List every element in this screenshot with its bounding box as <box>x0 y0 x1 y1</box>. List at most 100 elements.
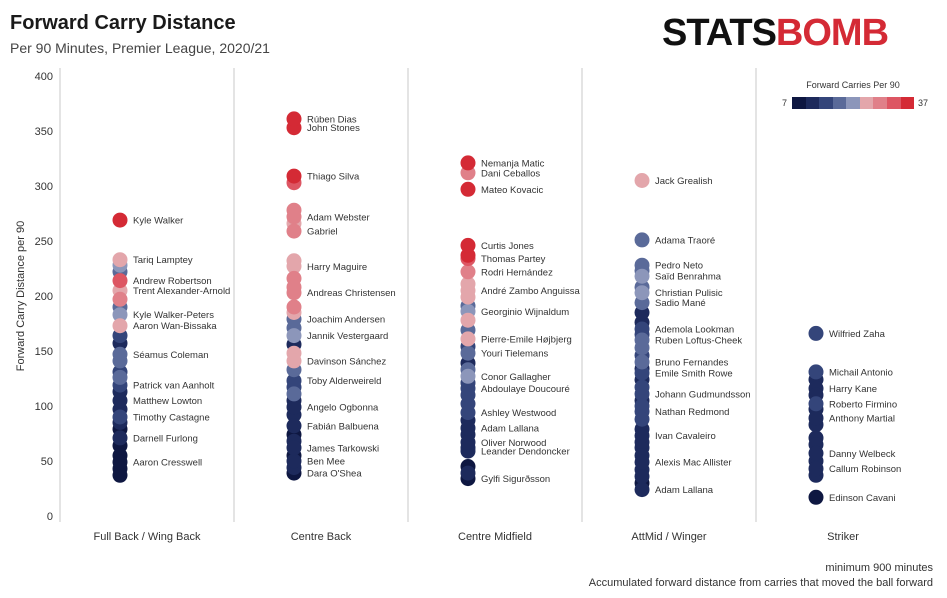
legend-swatch <box>873 97 887 109</box>
player-point <box>634 354 650 370</box>
legend-swatch <box>832 97 847 109</box>
player-label: Christian Pulisic <box>655 288 723 299</box>
player-label: Andrew Robertson <box>133 276 212 287</box>
player-point <box>286 223 302 239</box>
player-point <box>634 257 650 273</box>
player-label: James Tarkowski <box>307 443 379 454</box>
player-point <box>112 369 128 385</box>
player-label: Kyle Walker <box>133 216 183 227</box>
x-category-label: Full Back / Wing Back <box>94 531 201 543</box>
player-label: Gylfi Sigurðsson <box>481 474 550 485</box>
y-tick-label: 300 <box>35 181 53 193</box>
player-point <box>286 258 302 274</box>
player-label: Harry Maguire <box>307 262 367 273</box>
logo-text-stats: STATS <box>662 12 777 54</box>
x-category-label: Centre Midfield <box>458 531 532 543</box>
player-point <box>460 368 476 384</box>
player-point <box>112 467 128 483</box>
player-point <box>460 420 476 436</box>
player-point <box>112 273 128 289</box>
player-label: Gabriel <box>307 227 338 238</box>
player-point <box>808 461 824 477</box>
footnote-definition: Accumulated forward distance from carrie… <box>588 577 933 589</box>
player-label: Adam Lallana <box>481 424 540 435</box>
y-tick-label: 250 <box>35 236 53 248</box>
player-label: Dani Ceballos <box>481 168 540 179</box>
statsbomb-logo: STATSBOMB <box>662 12 934 56</box>
player-label: Saïd Benrahma <box>655 272 722 283</box>
player-label: Jack Grealish <box>655 176 713 187</box>
player-label: Curtis Jones <box>481 241 534 252</box>
player-label: Oliver Norwood <box>481 438 546 449</box>
player-label: Tariq Lamptey <box>133 255 193 266</box>
x-category-label: Centre Back <box>291 531 352 543</box>
player-point <box>112 430 128 446</box>
player-point <box>286 440 302 456</box>
x-category-label: AttMid / Winger <box>631 531 707 543</box>
player-point <box>286 373 302 389</box>
legend-swatch <box>805 97 820 109</box>
footnote-minimum-minutes: minimum 900 minutes <box>825 562 933 574</box>
player-point <box>286 202 302 218</box>
chart-title: Forward Carry Distance <box>10 12 236 34</box>
logo-text-bomb: BOMB <box>775 12 889 54</box>
player-label: Danny Welbeck <box>829 449 896 460</box>
player-point <box>460 465 476 481</box>
legend-title: Forward Carries Per 90 <box>806 80 900 90</box>
color-legend: Forward Carries Per 90 7 37 <box>778 78 928 118</box>
player-label: Ademola Lookman <box>655 325 734 336</box>
player-label: Johann Gudmundsson <box>655 389 751 400</box>
player-label: Jannik Vestergaard <box>307 331 388 342</box>
y-tick-label: 100 <box>35 401 53 413</box>
player-label: Adam Lallana <box>655 485 714 496</box>
player-point <box>634 482 650 498</box>
legend-swatch <box>886 97 901 109</box>
player-point <box>286 399 302 415</box>
player-point <box>112 454 128 470</box>
player-point <box>460 312 476 328</box>
player-label: Youri Tielemans <box>481 349 548 360</box>
player-label: Sadio Mané <box>655 298 706 309</box>
player-point <box>460 434 476 450</box>
player-label: Ivan Cavaleiro <box>655 431 716 442</box>
player-label: Adama Traoré <box>655 235 715 246</box>
player-label: Kyle Walker-Peters <box>133 310 214 321</box>
player-point <box>286 279 302 295</box>
player-label: Darnell Furlong <box>133 433 198 444</box>
legend-swatch <box>819 97 833 109</box>
player-label: Aaron Wan-Bissaka <box>133 321 217 332</box>
player-label: Michail Antonio <box>829 367 893 378</box>
player-label: Matthew Lowton <box>133 396 202 407</box>
legend-max-label: 37 <box>918 98 929 108</box>
legend-swatch <box>900 97 915 109</box>
player-label: John Stones <box>307 123 360 134</box>
player-label: Mateo Kovacic <box>481 185 544 196</box>
player-point <box>112 346 128 362</box>
player-label: Abdoulaye Doucouré <box>481 384 570 395</box>
player-point <box>286 353 302 369</box>
player-label: Pedro Neto <box>655 261 703 272</box>
player-point <box>634 398 650 414</box>
player-label: Dara O'Shea <box>307 469 362 480</box>
player-point <box>808 410 824 426</box>
player-label: Rodri Hernández <box>481 267 553 278</box>
player-point <box>286 386 302 402</box>
player-point <box>460 331 476 347</box>
y-tick-label: 150 <box>35 346 53 358</box>
player-label: Bruno Fernandes <box>655 358 729 369</box>
player-point <box>112 212 128 228</box>
player-point <box>112 252 128 268</box>
player-label: Rúben Dias <box>307 114 357 125</box>
player-point <box>112 307 128 323</box>
player-point <box>286 299 302 315</box>
chart-subtitle: Per 90 Minutes, Premier League, 2020/21 <box>10 40 270 56</box>
player-label: Ashley Westwood <box>481 408 556 419</box>
player-point <box>634 173 650 188</box>
player-point <box>808 396 824 412</box>
player-point <box>808 364 824 380</box>
player-point <box>634 232 650 248</box>
legend-color-bar <box>792 97 915 109</box>
player-point <box>634 285 650 301</box>
player-label: Davinson Sánchez <box>307 356 386 367</box>
